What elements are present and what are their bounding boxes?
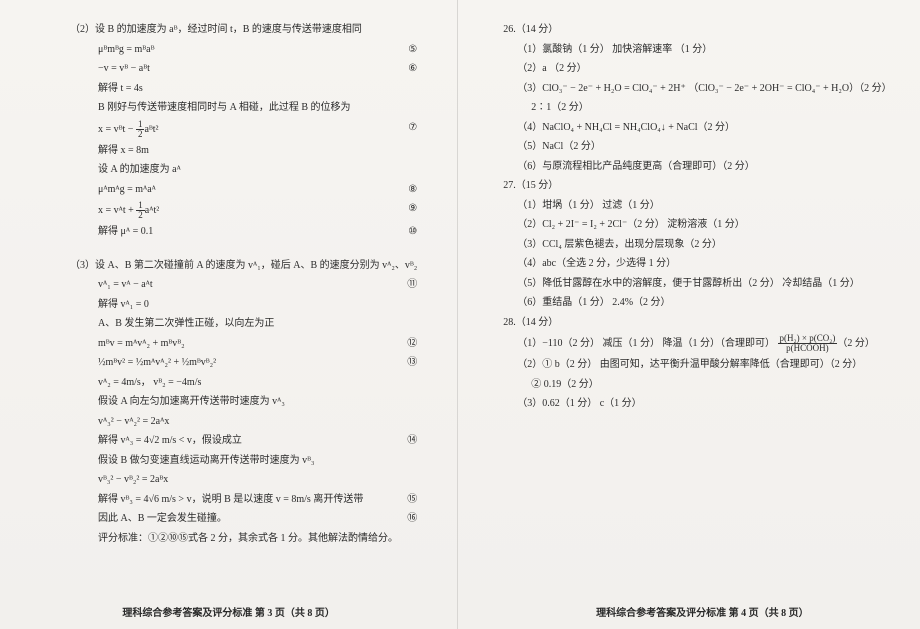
eq-7-pre: x = vᴮt − [98, 123, 136, 134]
q27-head: 27.（15 分） [503, 178, 891, 194]
page-4: ▮ 26.（14 分） （1）氯酸钠（1 分） 加快溶解速率 （1 分） （2）… [458, 0, 920, 629]
eq-5: μᴮmᴮg = mᴮaᴮ ⑤ [70, 42, 417, 58]
eq-va3: vᴬ₃² − vᴬ₂² = 2aᴬx [70, 414, 417, 430]
eq-5-text: μᴮmᴮg = mᴮaᴮ [98, 42, 397, 58]
eq-14: 解得 vᴬ₃ = 4√2 m/s < v，假设成立 ⑭ [70, 433, 417, 449]
page-3: （2）设 B 的加速度为 aᴮ，经过时间 t，B 的速度与传送带速度相同 μᴮm… [0, 0, 458, 629]
result-t: 解得 t = 4s [70, 81, 417, 97]
eq-7: x = vᴮt − 12aᴮt² ⑦ [70, 120, 417, 139]
q26-5: （5）NaCl（2 分） [503, 139, 891, 155]
eq-10: 解得 μᴬ = 0.1 ⑩ [70, 224, 417, 240]
eq-12: mᴮv = mᴬvᴬ₂ + mᴮvᴮ₂ ⑫ [70, 336, 417, 352]
q28-3: （3）0.62（1 分） c（1 分） [503, 396, 891, 412]
q28-head: 28.（14 分） [503, 315, 891, 331]
scoring-note: 评分标准：①②⑩⑮式各 2 分，其余式各 1 分。其他解法酌情给分。 [70, 531, 417, 547]
note-elastic: A、B 发生第二次弹性正碰，以向左为正 [70, 316, 417, 332]
q27-5: （5）降低甘露醇在水中的溶解度，便于甘露醇析出（2 分） 冷却结晶（1 分） [503, 276, 891, 292]
q26-1: （1）氯酸钠（1 分） 加快溶解速率 （1 分） [503, 42, 891, 58]
eq-12-text: mᴮv = mᴬvᴬ₂ + mᴮvᴮ₂ [98, 336, 397, 352]
q27-6: （6）重结晶（1 分） 2.4%（2 分） [503, 295, 891, 311]
q27-4: （4）abc（全选 2 分，少选得 1 分） [503, 256, 891, 272]
assume-b: 假设 B 做匀变速直线运动离开传送带时速度为 vᴮ₃ [70, 453, 417, 469]
exam-answer-sheet: （2）设 B 的加速度为 aᴮ，经过时间 t，B 的速度与传送带速度相同 μᴮm… [0, 0, 920, 629]
q27-3: （3）CCl₄ 层紫色褪去，出现分层现象（2 分） [503, 237, 891, 253]
section-3-head: （3）设 A、B 第二次碰撞前 A 的速度为 vᴬ₁，碰后 A、B 的速度分别为… [70, 258, 417, 274]
q28-1-frac: p(H₂) × p(CO₂)p(HCOOH) [778, 334, 838, 353]
circled-11: ⑪ [397, 277, 417, 293]
q28-1-post: （2 分） [837, 338, 875, 349]
frac-d3: p(HCOOH) [778, 344, 838, 353]
eq-6-text: −v = vᴮ − aᴮt [98, 61, 397, 77]
eq-9: x = vᴬt + 12aᴬt² ⑨ [70, 201, 417, 220]
eq-8-text: μᴬmᴬg = mᴬaᴬ [98, 182, 397, 198]
eq-14-text: 解得 vᴬ₃ = 4√2 m/s < v，假设成立 [98, 433, 397, 449]
eq-8: μᴬmᴬg = mᴬaᴬ ⑧ [70, 182, 417, 198]
q26-2: （2）a （2 分） [503, 61, 891, 77]
eq-15-text: 解得 vᴮ₃ = 4√6 m/s > v，说明 B 是以速度 v = 8m/s … [98, 492, 397, 508]
circled-12: ⑫ [397, 336, 417, 352]
eq-11: vᴬ₁ = vᴬ − aᴬt ⑪ [70, 277, 417, 293]
eq-13-text: ½mᴮv² = ½mᴬvᴬ₂² + ½mᴮvᴮ₂² [98, 355, 397, 371]
eq-6: −v = vᴮ − aᴮt ⑥ [70, 61, 417, 77]
eq-9-text: x = vᴬt + 12aᴬt² [98, 201, 397, 220]
frac-half-2: 12 [136, 201, 145, 220]
eq-7-text: x = vᴮt − 12aᴮt² [98, 120, 397, 139]
q26-6: （6）与原流程相比产品纯度更高（合理即可）（2 分） [503, 159, 891, 175]
circled-9: ⑨ [397, 201, 417, 220]
q28-2b: ② 0.19（2 分） [503, 377, 891, 393]
q26-head: 26.（14 分） [503, 22, 891, 38]
spacer [70, 244, 417, 254]
assume-a: 假设 A 向左匀加速离开传送带时速度为 vᴬ₃ [70, 394, 417, 410]
circled-16: ⑯ [397, 511, 417, 527]
circled-10: ⑩ [397, 224, 417, 240]
result-va1: 解得 vᴬ₁ = 0 [70, 297, 417, 313]
eq-9-post: aᴬt² [145, 205, 159, 216]
circled-6: ⑥ [397, 61, 417, 77]
q26-4: （4）NaClO₄ + NH₄Cl = NH₄ClO₄↓ + NaCl（2 分） [503, 120, 891, 136]
page-3-footer: 理科综合参考答案及评分标准 第 3 页（共 8 页） [0, 604, 457, 619]
eq-15: 解得 vᴮ₃ = 4√6 m/s > v，说明 B 是以速度 v = 8m/s … [70, 492, 417, 508]
circled-5: ⑤ [397, 42, 417, 58]
eq-11-text: vᴬ₁ = vᴬ − aᴬt [98, 277, 397, 293]
q27-1: （1）坩埚（1 分） 过滤（1 分） [503, 198, 891, 214]
section-2-head: （2）设 B 的加速度为 aᴮ，经过时间 t，B 的速度与传送带速度相同 [70, 22, 417, 38]
q28-1-pre: （1）−110（2 分） 减压（1 分） 降温（1 分）（合理即可） [517, 338, 777, 349]
eq-9-pre: x = vᴬt + [98, 205, 136, 216]
result-x: 解得 x = 8m [70, 143, 417, 159]
page-4-footer: 理科综合参考答案及评分标准 第 4 页（共 8 页） [458, 604, 920, 619]
circled-13: ⑬ [397, 355, 417, 371]
circled-14: ⑭ [397, 433, 417, 449]
frac-d2: 2 [136, 211, 145, 220]
result-va2-vb2: vᴬ₂ = 4m/s， vᴮ₂ = −4m/s [70, 375, 417, 391]
q28-1: （1）−110（2 分） 减压（1 分） 降温（1 分）（合理即可） p(H₂)… [503, 334, 891, 353]
eq-10-text: 解得 μᴬ = 0.1 [98, 224, 397, 240]
q28-2a: （2）① b（2 分） 由图可知，达平衡升温甲酸分解率降低（合理即可）（2 分） [503, 357, 891, 373]
q26-3: （3）ClO₃⁻ − 2e⁻ + H₂O = ClO₄⁻ + 2H⁺ （ClO₃… [503, 81, 891, 97]
q27-2: （2）Cl₂ + 2I⁻ = I₂ + 2Cl⁻（2 分） 淀粉溶液（1 分） [503, 217, 891, 233]
eq-7-post: aᴮt² [144, 123, 158, 134]
circled-7: ⑦ [397, 120, 417, 139]
circled-8: ⑧ [397, 182, 417, 198]
eq-vb3: vᴮ₃² − vᴮ₂² = 2aᴮx [70, 472, 417, 488]
eq-16: 因此 A、B 一定会发生碰撞。 ⑯ [70, 511, 417, 527]
circled-15: ⑮ [397, 492, 417, 508]
eq-16-text: 因此 A、B 一定会发生碰撞。 [98, 511, 397, 527]
note-a-accel: 设 A 的加速度为 aᴬ [70, 162, 417, 178]
note-b-displacement: B 刚好与传送带速度相同时与 A 相碰，此过程 B 的位移为 [70, 100, 417, 116]
eq-13: ½mᴮv² = ½mᴬvᴬ₂² + ½mᴮvᴮ₂² ⑬ [70, 355, 417, 371]
q26-3b: 2∶1（2 分） [503, 100, 891, 116]
